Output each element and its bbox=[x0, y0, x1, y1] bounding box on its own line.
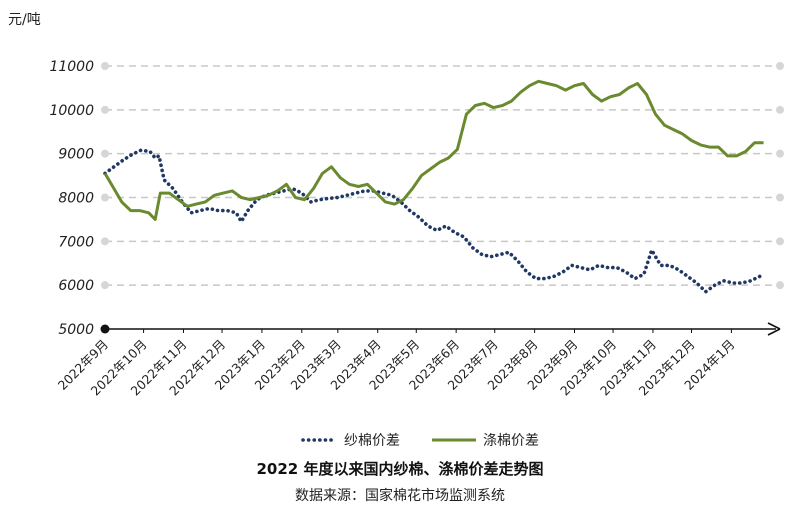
series-line-1 bbox=[103, 148, 762, 295]
y-tick-label: 7000 bbox=[58, 234, 94, 250]
series-layer bbox=[103, 79, 764, 295]
gridline-start-dot bbox=[101, 237, 109, 246]
y-tick-label: 11000 bbox=[49, 59, 94, 75]
gridline-start-dot bbox=[101, 149, 109, 158]
gridline-end-dot bbox=[776, 281, 784, 290]
gridline-end-dot bbox=[776, 193, 784, 202]
y-tick-label: 5000 bbox=[58, 322, 94, 338]
gridline-start-dot bbox=[101, 281, 109, 290]
gridline-end-dot bbox=[776, 149, 784, 158]
legend-label-1: 纱棉价差 bbox=[344, 432, 400, 449]
gridline-end-dot bbox=[776, 237, 784, 246]
y-axis-unit-label: 元/吨 bbox=[8, 12, 41, 28]
legend: 纱棉价差 涤棉价差 bbox=[301, 432, 539, 449]
gridline-end-dot bbox=[776, 105, 784, 114]
y-tick-label: 10000 bbox=[49, 103, 94, 119]
x-axis-arrow bbox=[767, 322, 781, 336]
gridline-start-dot bbox=[101, 62, 109, 70]
legend-label-2: 涤棉价差 bbox=[483, 432, 539, 449]
gridline-start-dot bbox=[101, 193, 109, 202]
chart-title: 2022 年度以来国内纱棉、涤棉价差走势图 bbox=[257, 460, 544, 478]
y-tick-label: 6000 bbox=[58, 278, 94, 294]
grid-layer bbox=[101, 62, 784, 290]
series-line-2 bbox=[103, 79, 764, 221]
y-tick-label: 8000 bbox=[58, 191, 94, 207]
y-tick-label: 9000 bbox=[58, 147, 94, 163]
chart-source: 数据来源：国家棉花市场监测系统 bbox=[295, 487, 505, 504]
gridline-end-dot bbox=[776, 62, 784, 70]
gridline-start-dot bbox=[101, 105, 109, 114]
